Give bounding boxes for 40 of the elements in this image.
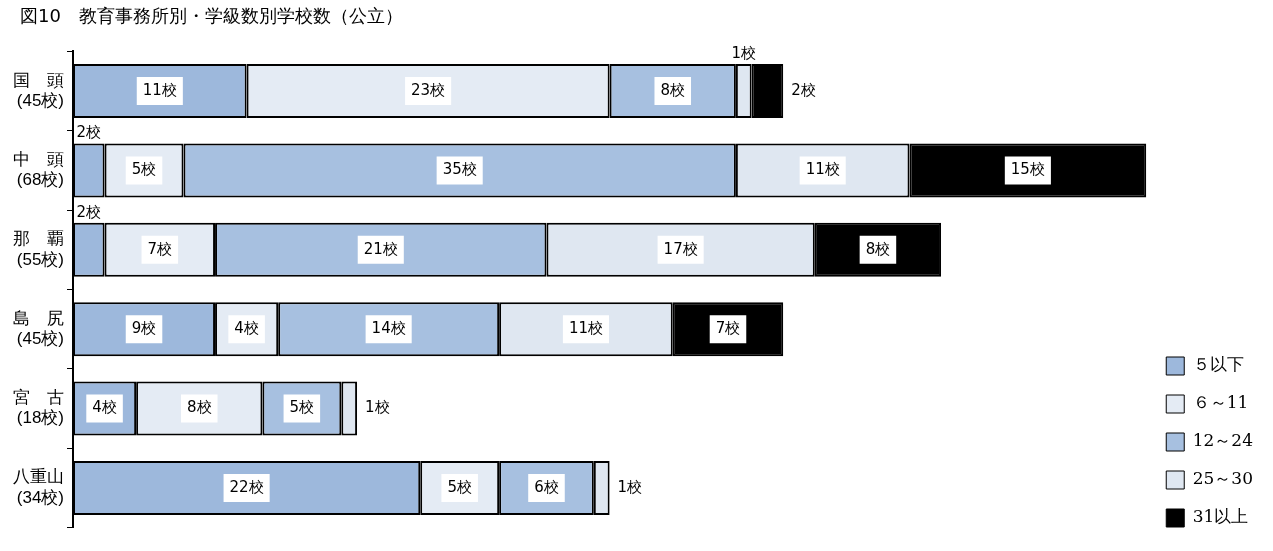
legend-label: 31以上 (1192, 506, 1249, 527)
data-label: 7校 (715, 319, 741, 338)
legend-label: 12～24 (1192, 430, 1253, 451)
y-tick-label: 八重山 (34校) (13, 467, 64, 507)
data-label: 5校 (131, 160, 157, 179)
y-tick-label: 宮 古 (18校) (13, 388, 64, 428)
data-label: 2校 (76, 123, 102, 142)
data-label: 17校 (663, 239, 698, 258)
data-label: 1校 (365, 398, 390, 417)
legend-label: ５以下 (1192, 354, 1244, 375)
y-tick-label: 国 頭 (45校) (13, 70, 64, 110)
data-label: 6校 (534, 477, 559, 496)
data-label: 8校 (186, 398, 212, 417)
data-label: 22校 (229, 477, 264, 496)
data-label: 1校 (731, 43, 757, 62)
legend-label: ６～11 (1192, 392, 1249, 413)
data-label: 15校 (1010, 160, 1045, 179)
data-label: 8校 (660, 80, 686, 99)
data-label: 7校 (147, 239, 173, 258)
data-label: 2校 (76, 202, 102, 221)
data-label: 11校 (805, 160, 840, 179)
data-label: 4校 (234, 319, 259, 338)
data-label: 21校 (363, 239, 398, 258)
data-label: 5校 (289, 398, 315, 417)
data-label: 5校 (447, 477, 472, 496)
data-label: 35校 (442, 160, 477, 179)
data-label: 11校 (568, 319, 603, 338)
y-tick-label: 那 覇 (55校) (13, 229, 64, 269)
data-label: 14校 (371, 319, 406, 338)
data-label: 2校 (791, 80, 816, 99)
data-label: 23校 (411, 80, 446, 99)
data-label: 11校 (142, 80, 177, 99)
y-tick-label: 中 頭 (68校) (13, 149, 64, 190)
data-label: 1校 (617, 477, 643, 496)
y-tick-label: 島 尻 (45校) (13, 308, 64, 349)
legend-label: 25～30 (1192, 468, 1253, 489)
data-label: 8校 (865, 239, 891, 258)
data-label: 9校 (131, 319, 157, 338)
chart-title: 図10 教育事務所別・学級数別学校数（公立） (19, 4, 404, 28)
data-label: 4校 (92, 398, 117, 417)
